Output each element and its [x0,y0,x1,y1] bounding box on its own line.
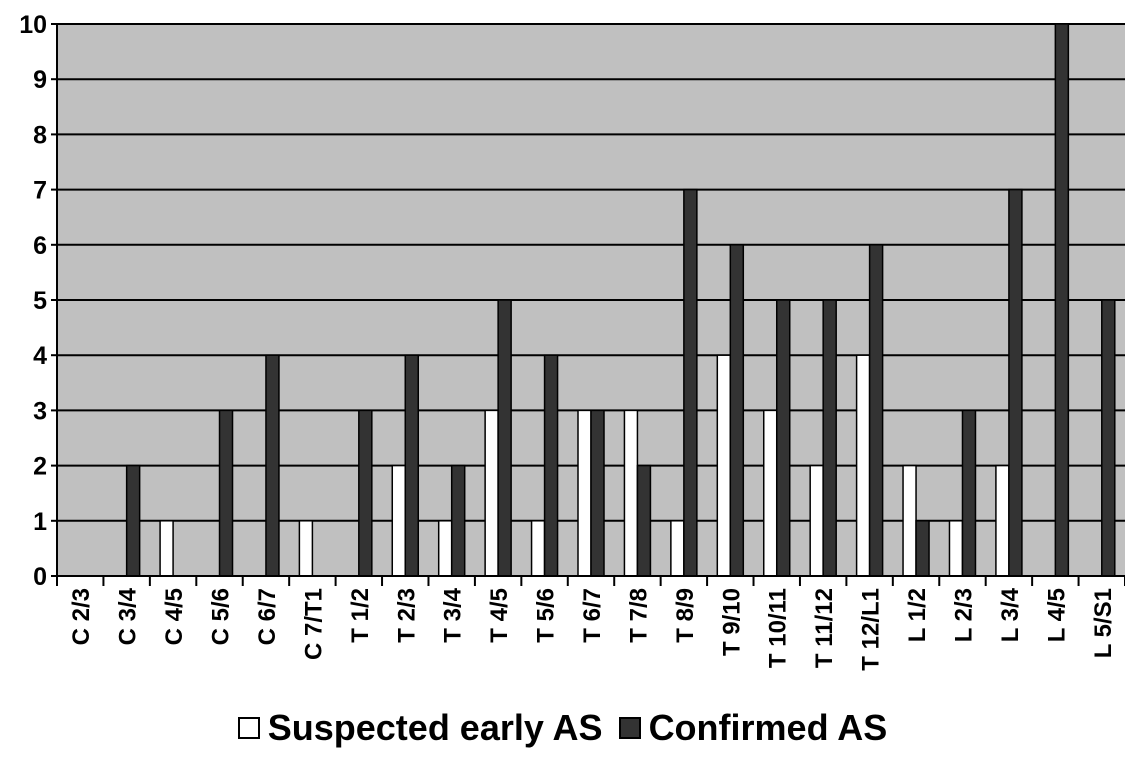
bar-suspected [530,520,546,577]
bar-confirmed [729,244,745,577]
x-tick-label: T 12/L1 [858,588,885,671]
x-tick-label: L 1/2 [904,588,931,642]
x-tick-label: T 8/9 [672,588,699,643]
x-tick-label: T 2/3 [393,588,420,643]
bar-suspected [577,409,592,577]
bar-confirmed [543,354,559,577]
y-tick-label: 4 [33,342,47,370]
bar-suspected [484,409,499,577]
x-tick-label: T 4/5 [486,588,513,643]
bar-confirmed [1008,188,1023,577]
y-tick-label: 3 [33,397,47,425]
x-tick-labels: C 2/3 C 3/4 C 4/5 C 5/6 C 6/7 C 7/T1 T 1/2 T 2/… [68,587,1117,670]
bar-suspected [623,409,639,577]
bar-suspected [948,520,964,577]
bar-confirmed [1054,23,1070,577]
x-tick-label: L 4/5 [1043,588,1070,642]
x-tick-label: T 10/11 [765,588,792,668]
x-tick-label: T 5/6 [533,588,560,643]
bar-suspected [670,520,685,577]
y-tick-label: 6 [33,232,47,260]
bar-confirmed [775,299,791,577]
y-tick-label: 1 [33,508,47,536]
y-tick-label: 7 [33,177,47,205]
bar-suspected [809,464,824,577]
bar-confirmed [404,354,420,577]
bar-suspected [902,464,917,577]
bar-suspected [855,354,871,577]
bar-confirmed [1101,299,1116,577]
y-tick-label: 0 [33,563,47,591]
x-tick-label: T 6/7 [579,588,606,643]
x-tick-label: T 9/10 [718,588,745,656]
x-tick-label: C 3/4 [115,587,142,645]
bar-confirmed [868,244,884,577]
bar-suspected [391,464,407,577]
legend-item-suspected: Suspected early AS [237,707,603,749]
x-tick-label: L 5/S1 [1090,588,1117,658]
axes [56,24,1125,586]
x-tick-label: T 7/8 [625,588,652,643]
x-tick-label: T 3/4 [440,587,467,642]
bar-confirmed [497,299,512,577]
x-tick-label: L 2/3 [950,588,977,642]
y-tick-label: 5 [33,287,47,315]
bar-confirmed [590,409,605,577]
legend-label-suspected: Suspected early AS [267,707,603,748]
bar-confirmed [358,409,373,577]
bar-confirmed [218,409,234,577]
bar-confirmed [822,299,837,577]
x-tick-label: C 6/7 [254,588,281,645]
bar-confirmed [961,409,977,577]
bar-suspected [159,520,174,577]
bar-confirmed [636,464,652,577]
bar-suspected [762,409,778,577]
bar-confirmed [683,188,698,577]
legend-item-confirmed: Confirmed AS [618,707,888,749]
bar-confirmed [450,464,466,577]
legend-swatch-suspected [237,717,260,739]
bar-suspected [716,354,732,577]
legend-label-confirmed: Confirmed AS [648,707,888,748]
x-tick-label: C 5/6 [208,588,235,645]
bar-confirmed [915,520,930,577]
bar-suspected [437,520,453,577]
y-tick-labels: 0 1 2 3 4 5 6 7 8 9 10 [19,11,47,591]
x-tick-label: L 3/4 [997,587,1024,642]
x-tick-label: T 11/12 [811,588,838,668]
legend-swatch-confirmed [618,717,641,739]
y-tick-label: 8 [33,121,47,149]
bar-confirmed [125,464,141,577]
y-tick-label: 9 [33,66,47,94]
x-tick-label: C 7/T1 [300,588,327,660]
bars [125,23,1116,577]
bar-suspected [995,464,1010,577]
y-tick-label: 10 [19,11,47,39]
bar-confirmed [265,354,280,577]
y-tick-label: 2 [33,453,47,481]
x-tick-label: T 1/2 [347,588,374,643]
x-tick-label: C 4/5 [161,588,188,645]
x-tick-label: C 2/3 [68,588,95,645]
bar-suspected [298,520,314,577]
legend: Suspected early AS Confirmed AS [0,700,1125,756]
